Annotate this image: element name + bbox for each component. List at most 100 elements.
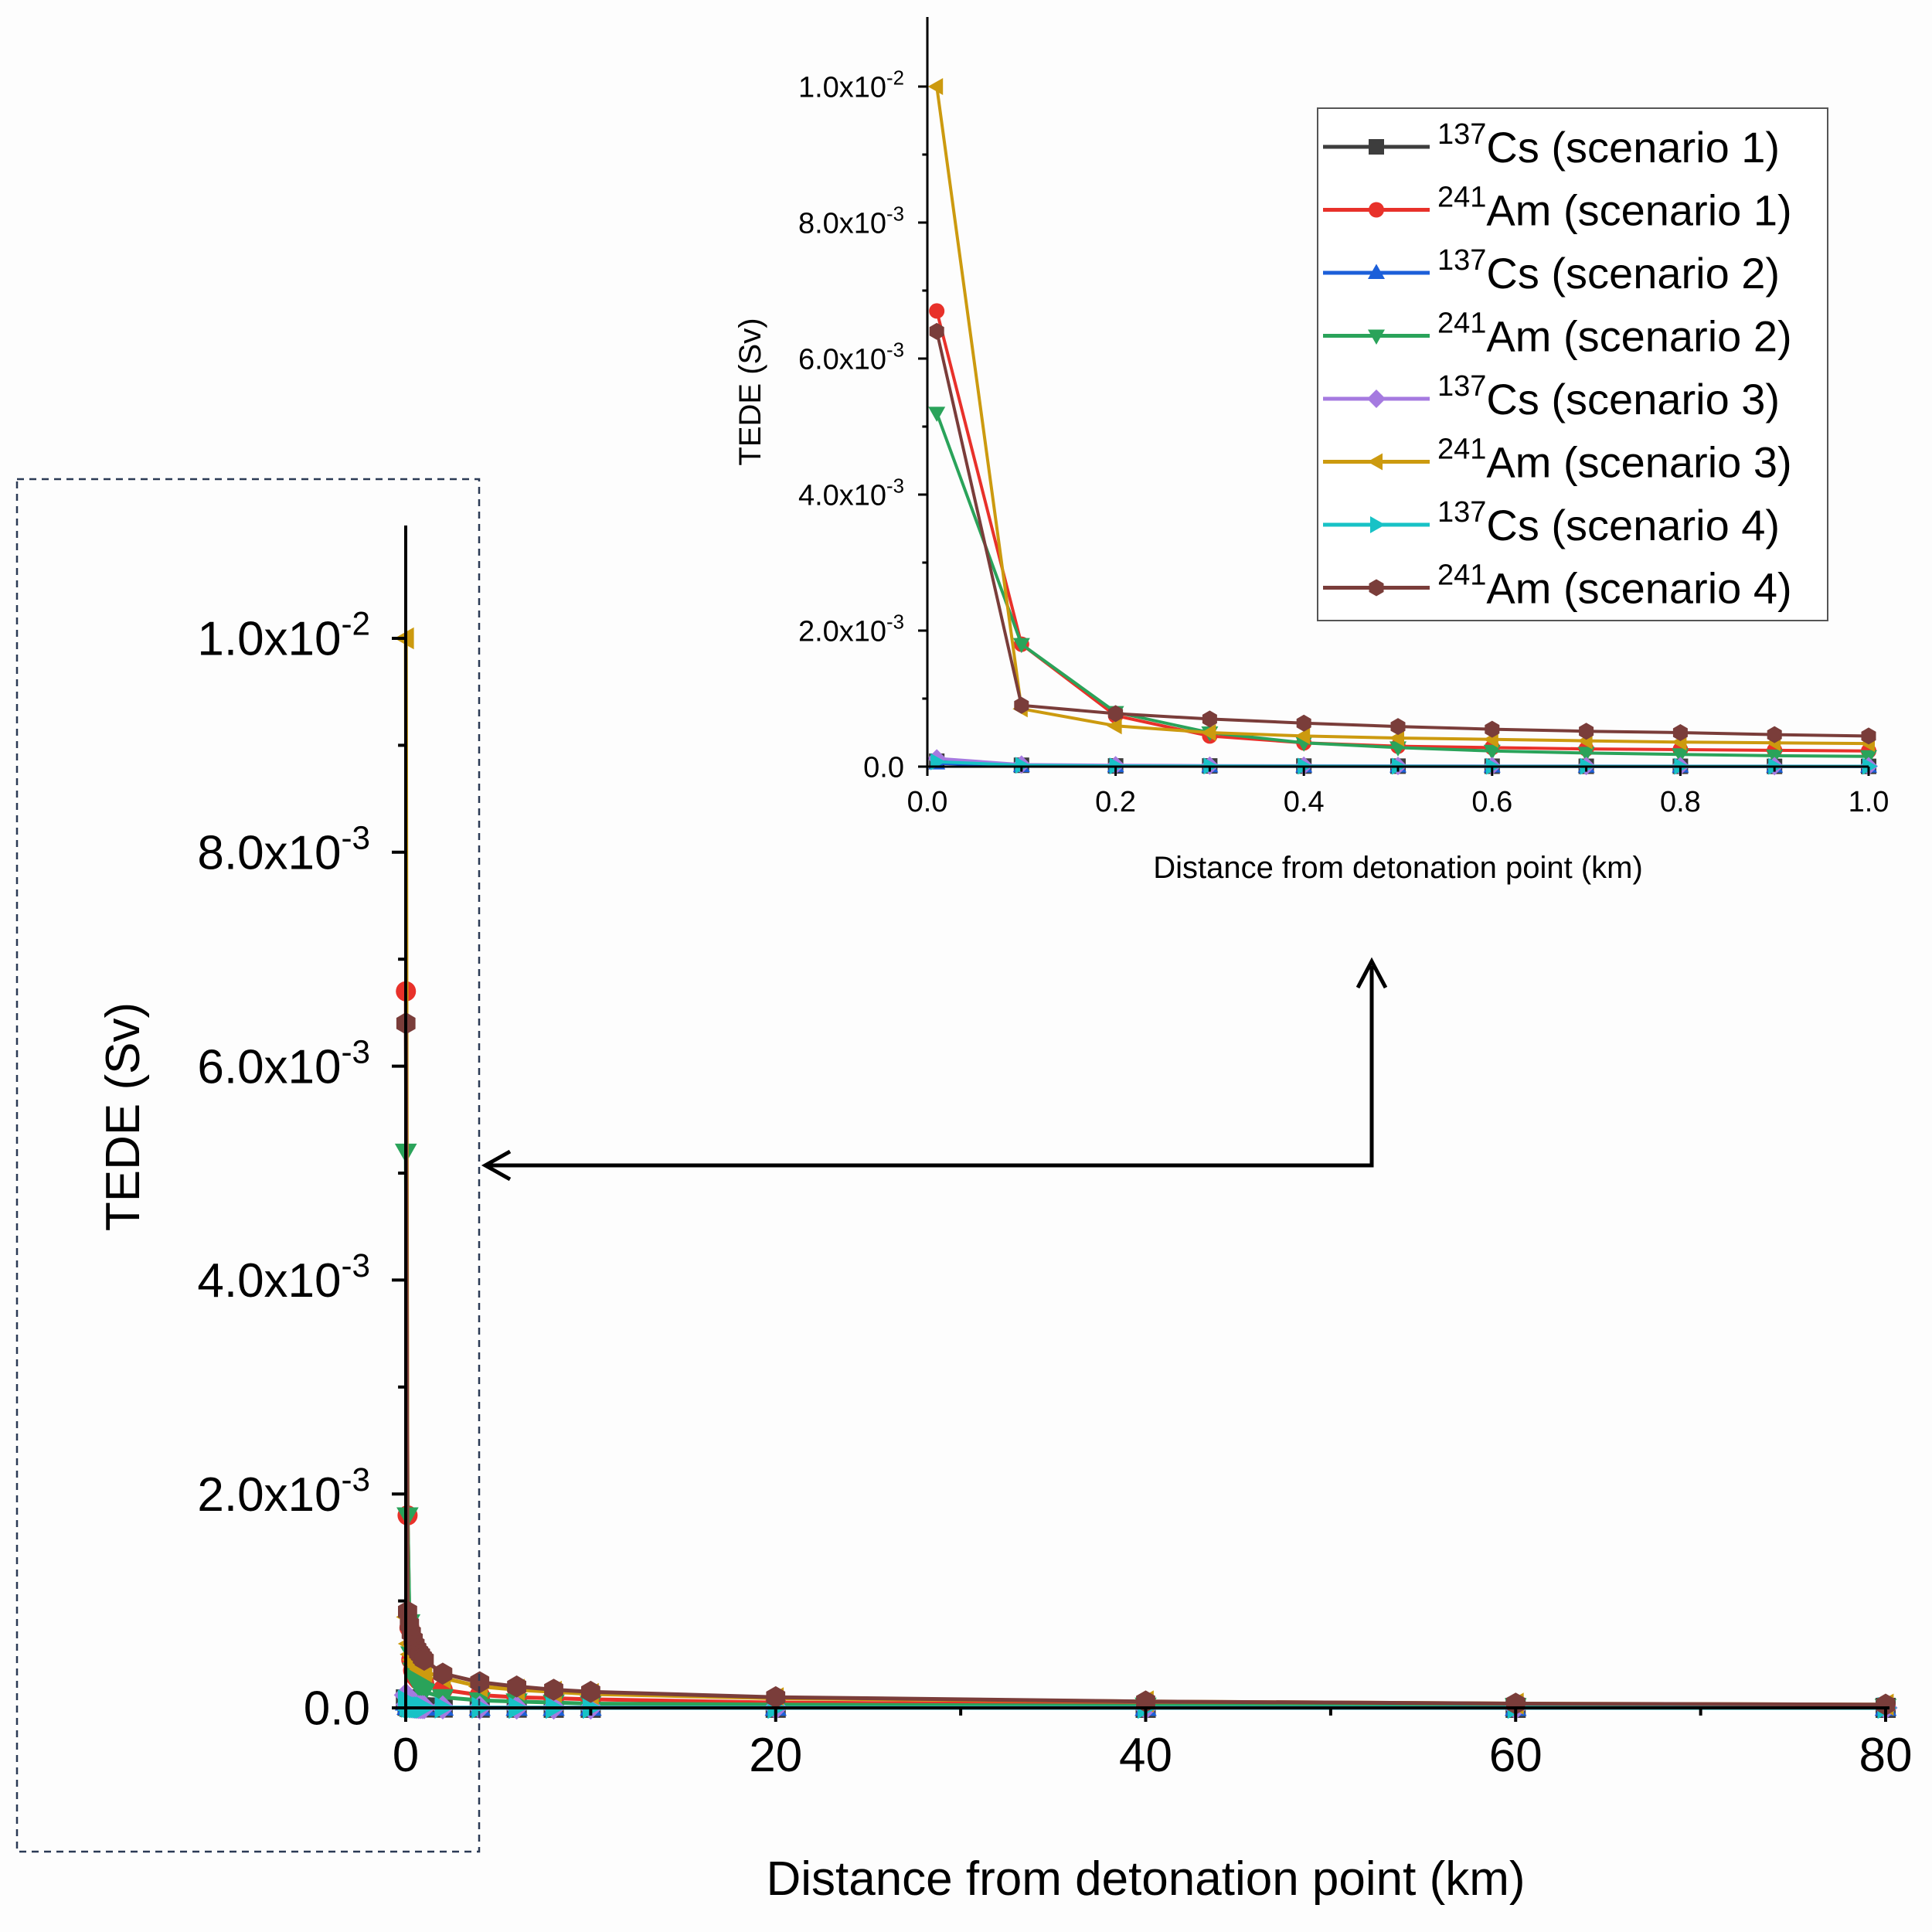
series-line (403, 1023, 1886, 1707)
data-point (1672, 724, 1688, 741)
connector-line (488, 966, 1374, 1168)
legend-label: 241Am (scenario 2) (1437, 308, 1792, 361)
legend-marker (1370, 516, 1386, 533)
legend-marker (1368, 264, 1385, 279)
y-tick-label: 4.0x10-3 (197, 1247, 370, 1308)
data-point (1876, 1693, 1896, 1716)
x-tick-label: 40 (1119, 1729, 1172, 1782)
legend-marker (1367, 389, 1386, 408)
x-tick-label: 0.6 (1471, 786, 1512, 818)
data-point (1672, 748, 1689, 764)
legend-item: 241Am (scenario 2) (1323, 308, 1792, 361)
data-point (766, 1685, 786, 1709)
data-point (1862, 757, 1878, 775)
data-point (928, 406, 946, 422)
legend-label: 137Cs (scenario 2) (1437, 244, 1780, 298)
data-point (1014, 696, 1029, 714)
data-point (1200, 724, 1216, 741)
y-tick-label: 0.0 (304, 1682, 370, 1736)
y-tick-label: 1.0x10-2 (798, 67, 904, 104)
legend-label: 241Am (scenario 3) (1437, 434, 1792, 487)
data-point (1296, 714, 1311, 732)
inset-chart: 0.0 0.2 0.4 0.6 0.8 1.0 0.0 2.0x10-3 4.0x10-3 6.0… (733, 17, 1889, 885)
y-tick-label: 8.0x10-3 (798, 203, 904, 240)
legend-label: 137Cs (scenario 4) (1437, 496, 1780, 549)
data-point (1108, 705, 1124, 723)
x-tick-label: 20 (749, 1729, 802, 1782)
data-point (1390, 718, 1406, 736)
annotations: 137Cs (scenario 1) 241Am (scenario 1) 137C… (15, 107, 1828, 1853)
x-tick-label: 0.4 (1284, 786, 1325, 818)
legend-marker (1369, 579, 1384, 597)
data-point (1202, 710, 1217, 728)
legend-box (1317, 107, 1828, 621)
data-point (1579, 723, 1594, 740)
data-point (414, 1648, 434, 1671)
legend-item: 137Cs (scenario 3) (1323, 370, 1780, 423)
legend-label: 137Cs (scenario 3) (1437, 370, 1780, 423)
series-line (403, 1151, 1886, 1709)
data-point (929, 322, 944, 340)
x-axis-title: Distance from detonation point (km) (766, 1852, 1525, 1906)
x-tick-label: 0.2 (1095, 786, 1136, 818)
y-tick-label: 6.0x10-3 (197, 1033, 370, 1094)
y-tick-label: 0.0 (863, 751, 904, 784)
data-point (1861, 727, 1876, 745)
legend: 137Cs (scenario 1) 241Am (scenario 1) 137C… (1317, 107, 1828, 621)
y-tick-label: 2.0x10-3 (197, 1461, 370, 1522)
data-point (1107, 717, 1122, 735)
legend-item: 137Cs (scenario 2) (1323, 244, 1780, 298)
y-axis-title: TEDE (Sv) (733, 318, 767, 465)
series-inset-8 (929, 322, 1876, 745)
y-tick-label: 8.0x10-3 (197, 819, 370, 879)
x-tick-label: 60 (1489, 1729, 1543, 1782)
data-point (1577, 747, 1595, 762)
series-line (403, 991, 1886, 1709)
legend-marker (1369, 139, 1384, 155)
data-point (413, 1683, 436, 1704)
y-tick-label: 2.0x10-3 (798, 611, 904, 648)
legend-item: 137Cs (scenario 4) (1323, 496, 1780, 549)
data-point (470, 1671, 490, 1694)
legend-marker (1369, 202, 1384, 218)
series-main-4 (394, 1143, 1897, 1719)
data-point (581, 1680, 600, 1703)
legend-item: 241Am (scenario 1) (1323, 182, 1792, 235)
data-point (1015, 757, 1031, 774)
x-axis-title: Distance from detonation point (km) (1153, 851, 1643, 885)
x-tick-label: 0.0 (907, 786, 948, 818)
legend-marker (1368, 329, 1385, 345)
legend-item: 241Am (scenario 3) (1323, 434, 1792, 487)
y-tick-label: 4.0x10-3 (798, 475, 904, 512)
data-point (507, 1675, 526, 1698)
legend-item: 241Am (scenario 4) (1323, 560, 1792, 613)
zoom-region-box (15, 478, 481, 1853)
x-tick-label: 80 (1859, 1729, 1913, 1782)
series-main-2 (396, 981, 1896, 1716)
series-main-8 (396, 1012, 1896, 1716)
legend-marker (1367, 453, 1383, 471)
arrow-up-icon (1355, 957, 1388, 989)
data-point (1485, 720, 1500, 738)
y-axis-title: TEDE (Sv) (97, 1002, 150, 1231)
data-point (1012, 638, 1030, 654)
data-point (1483, 744, 1501, 760)
arrow-left-icon (481, 1149, 512, 1182)
data-point (433, 1662, 453, 1685)
legend-label: 137Cs (scenario 1) (1437, 118, 1780, 172)
data-point (544, 1679, 563, 1701)
x-tick-label: 1.0 (1849, 786, 1889, 818)
x-tick-label: 0.8 (1660, 786, 1701, 818)
y-tick-label: 6.0x10-3 (798, 339, 904, 376)
y-tick-label: 1.0x10-2 (197, 606, 370, 666)
legend-label: 241Am (scenario 4) (1437, 560, 1792, 613)
data-point (1294, 727, 1311, 745)
data-point (929, 303, 945, 319)
legend-label: 241Am (scenario 1) (1437, 182, 1792, 235)
main-chart: 0 20 40 60 80 0.0 2.0x10-3 4.0x10-3 6.0x10-3 8.0x… (97, 526, 1912, 1906)
data-point (927, 78, 944, 95)
data-point (1389, 730, 1404, 747)
data-point (1767, 726, 1782, 743)
legend-item: 137Cs (scenario 1) (1323, 118, 1780, 172)
